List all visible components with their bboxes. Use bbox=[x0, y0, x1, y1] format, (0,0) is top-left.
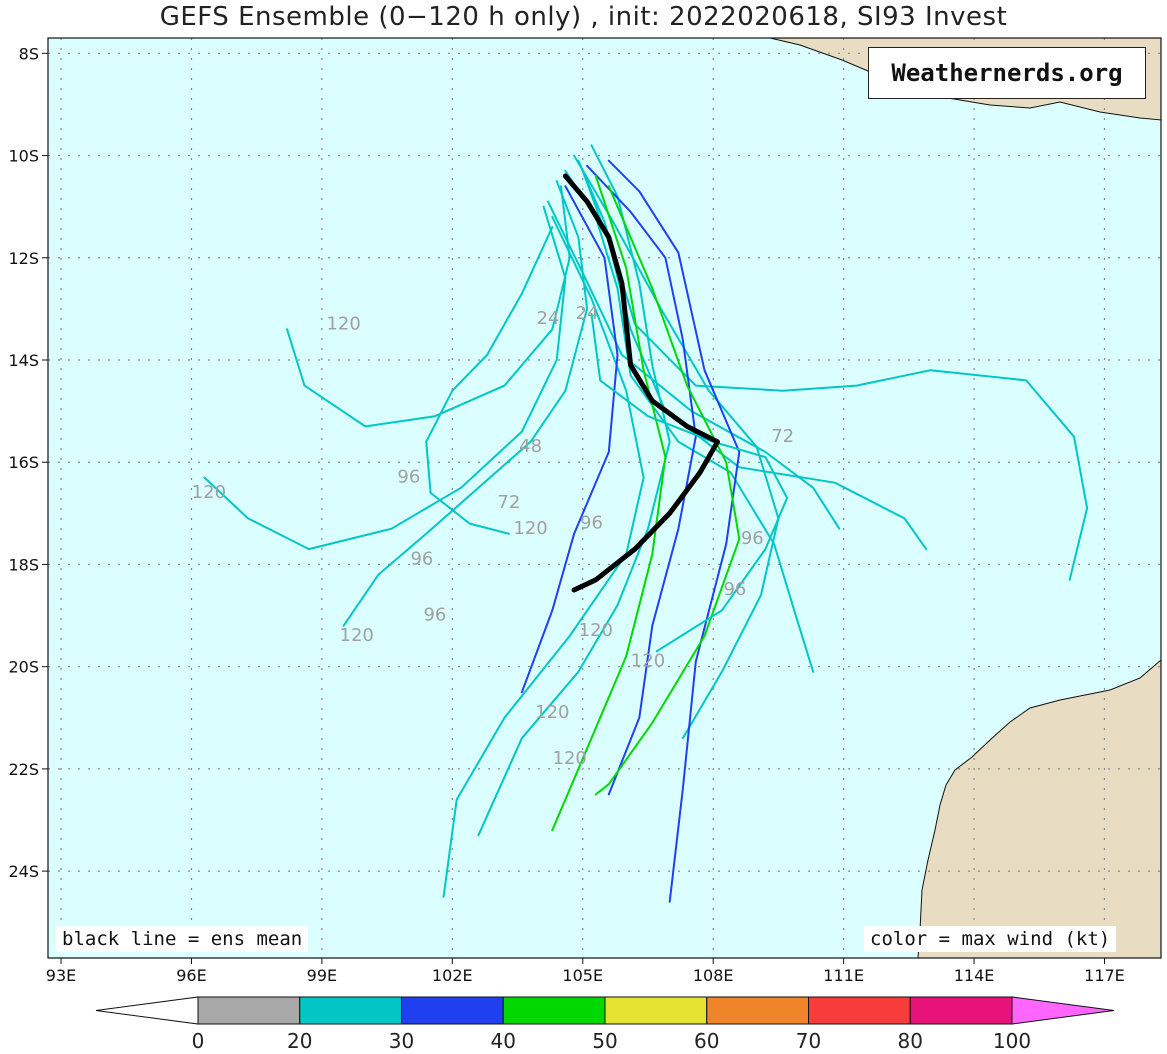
lat-tick-label: 10S bbox=[8, 147, 39, 166]
member-track bbox=[203, 205, 567, 551]
lon-tick-label: 93E bbox=[46, 966, 76, 985]
lat-tick-label: 16S bbox=[8, 453, 39, 472]
colorbar-bin bbox=[604, 996, 708, 1025]
watermark-box: Weathernerds.org bbox=[868, 47, 1146, 99]
lead-time-label: 96 bbox=[741, 528, 764, 549]
member-track bbox=[573, 154, 780, 740]
map-frame bbox=[47, 37, 1162, 959]
lon-tick-label: 96E bbox=[176, 966, 206, 985]
lead-time-label: 120 bbox=[340, 625, 374, 646]
colorbar-bin bbox=[401, 996, 504, 1025]
lead-time-label: 120 bbox=[192, 482, 226, 503]
lon-tick-label: 111E bbox=[823, 966, 864, 985]
member-track bbox=[342, 180, 589, 627]
lead-time-label: 96 bbox=[410, 548, 433, 569]
colorbar-label: 60 bbox=[694, 1029, 719, 1053]
member-track bbox=[477, 144, 671, 837]
lon-tick-label: 102E bbox=[432, 966, 473, 985]
member-track bbox=[551, 175, 667, 832]
lead-time-label: 120 bbox=[513, 518, 547, 539]
colorbar: 0 20 30 40 50 60 70 80 100 bbox=[95, 996, 1115, 1053]
colorbar-label: 50 bbox=[592, 1029, 617, 1053]
lead-time-label: 96 bbox=[397, 467, 420, 488]
lead-time-label: 96 bbox=[723, 579, 746, 600]
lead-time-label: 96 bbox=[580, 513, 603, 534]
colorbar-bin bbox=[502, 996, 606, 1025]
colorbar-bin bbox=[808, 996, 911, 1025]
lead-time-label: 120 bbox=[579, 620, 613, 641]
ensemble-mean bbox=[562, 173, 720, 593]
colorbar-label: 20 bbox=[287, 1029, 312, 1053]
member-track bbox=[425, 226, 554, 535]
lat-tick-label: 14S bbox=[8, 351, 39, 370]
mean-track bbox=[562, 173, 720, 593]
member-track bbox=[590, 313, 789, 653]
lat-tick-label: 22S bbox=[8, 760, 39, 779]
page-title: GEFS Ensemble (0−120 h only) , init: 202… bbox=[159, 2, 1008, 32]
colorbar-label: 80 bbox=[898, 1029, 923, 1053]
lon-tick-label: 99E bbox=[307, 966, 337, 985]
colorbar-min-arrow bbox=[95, 996, 199, 1025]
member-track bbox=[586, 164, 697, 796]
lead-time-labels: 24 24 48 72 72 96 96 96 96 96 96 120 120 120 120 120 120… bbox=[192, 303, 795, 769]
lon-tick-label: 114E bbox=[954, 966, 995, 985]
colorbar-bin bbox=[909, 996, 1013, 1025]
member-track bbox=[520, 185, 619, 694]
lat-tick-label: 8S bbox=[19, 44, 39, 63]
gridlines bbox=[48, 38, 1161, 958]
lat-tick-label: 12S bbox=[8, 249, 39, 268]
member-track bbox=[564, 169, 815, 673]
lat-tick-label: 20S bbox=[8, 658, 39, 677]
lead-time-label: 120 bbox=[535, 702, 569, 723]
member-track bbox=[594, 185, 741, 796]
mean-line-note: black line = ens mean bbox=[56, 926, 309, 952]
lon-tick-label: 117E bbox=[1084, 966, 1125, 985]
lead-time-label: 24 bbox=[537, 308, 560, 329]
lead-time-label: 72 bbox=[497, 492, 520, 513]
lead-time-label: 72 bbox=[771, 426, 794, 447]
colorbar-label: 100 bbox=[993, 1029, 1031, 1053]
member-track bbox=[286, 185, 571, 428]
lat-tick-label: 18S bbox=[8, 555, 39, 574]
colorbar-label: 30 bbox=[389, 1029, 414, 1053]
axis-ticks: 93E 96E 99E 102E 105E 108E 111E 114E 117E 8S 10S 12… bbox=[8, 44, 1124, 985]
lon-tick-label: 108E bbox=[693, 966, 734, 985]
lead-time-label: 120 bbox=[631, 651, 665, 672]
lead-time-label: 48 bbox=[519, 436, 542, 457]
colorbar-bin bbox=[706, 996, 809, 1025]
lon-tick-label: 105E bbox=[562, 966, 603, 985]
colorbar-bin bbox=[197, 996, 301, 1025]
colorbar-label: 70 bbox=[796, 1029, 821, 1053]
lead-time-label: 120 bbox=[326, 313, 360, 334]
lead-time-label: 96 bbox=[423, 605, 446, 626]
lead-time-label: 24 bbox=[576, 303, 599, 324]
member-track bbox=[607, 159, 741, 903]
colorbar-label: 40 bbox=[491, 1029, 516, 1053]
color-note: color = max wind (kt) bbox=[864, 926, 1117, 952]
lat-tick-label: 24S bbox=[8, 862, 39, 881]
colorbar-label: 0 bbox=[192, 1029, 205, 1053]
colorbar-bin bbox=[299, 996, 402, 1025]
lead-time-label: 120 bbox=[553, 748, 587, 769]
colorbar-max-arrow bbox=[1011, 996, 1115, 1025]
ensemble-members bbox=[203, 144, 1089, 903]
